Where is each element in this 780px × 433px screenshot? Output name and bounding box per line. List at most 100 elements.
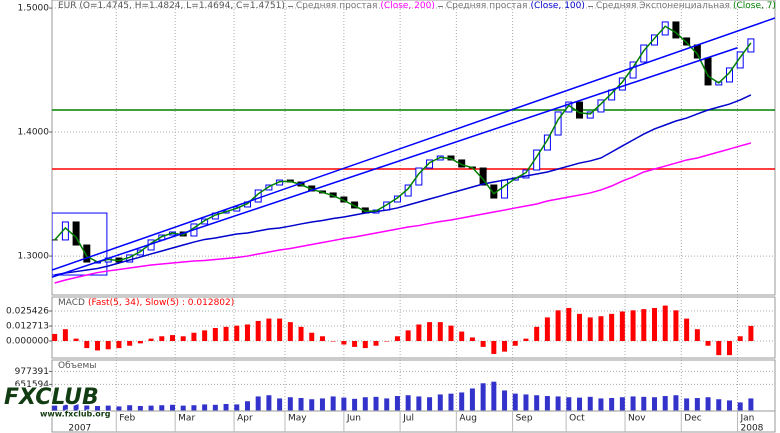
- bar: [673, 395, 679, 411]
- bar: [448, 393, 454, 411]
- y-tick-label: 651594: [15, 380, 50, 390]
- x-tick-label: Oct: [569, 414, 585, 424]
- bar: [223, 326, 229, 341]
- bar: [502, 390, 508, 411]
- bar: [52, 405, 58, 411]
- candle: [618, 77, 626, 91]
- bar: [137, 406, 143, 411]
- bar: [427, 322, 433, 341]
- plot-area: [52, 0, 775, 295]
- bar: [330, 340, 336, 342]
- candle: [576, 101, 584, 119]
- bar: [170, 335, 175, 341]
- bar: [502, 340, 508, 352]
- y-tick-label: 1.3000: [18, 252, 50, 262]
- bar: [577, 397, 583, 411]
- bar: [437, 394, 443, 411]
- y-tick-label: 0.012713: [6, 321, 49, 331]
- bar: [159, 405, 165, 411]
- bar: [523, 338, 529, 341]
- candle: [415, 167, 423, 186]
- bar: [737, 336, 743, 341]
- bar: [641, 309, 647, 341]
- bar: [641, 396, 647, 411]
- bar: [234, 404, 240, 411]
- bar: [598, 398, 604, 411]
- legend-name: Средняя простая: [445, 1, 528, 11]
- candle: [426, 159, 434, 169]
- bar: [566, 307, 572, 341]
- bar: [587, 317, 593, 341]
- bar: [577, 313, 583, 341]
- bar: [694, 398, 700, 411]
- bar: [105, 340, 111, 350]
- bar: [116, 340, 122, 349]
- bar: [373, 396, 379, 411]
- trend-line: [52, 47, 738, 278]
- bar: [630, 396, 636, 411]
- bar: [384, 340, 390, 342]
- bar: [277, 318, 283, 341]
- legend-separator: [587, 5, 593, 7]
- bar: [598, 316, 604, 341]
- year-label: 2008: [741, 424, 764, 433]
- bar: [309, 399, 315, 411]
- bar: [84, 340, 90, 349]
- bar: [62, 329, 68, 341]
- bar: [234, 325, 240, 341]
- bar: [459, 392, 465, 411]
- bar: [362, 340, 368, 349]
- bar: [480, 340, 486, 347]
- bar: [362, 397, 368, 411]
- bar: [341, 397, 347, 411]
- bar: [544, 317, 550, 341]
- bar: [277, 398, 283, 411]
- bar: [319, 398, 325, 411]
- y-tick-label: 1.5000: [18, 4, 50, 14]
- plot-area: [52, 297, 775, 358]
- bar: [405, 330, 411, 341]
- x-tick-label: Jul: [402, 414, 414, 424]
- bar: [244, 401, 250, 411]
- moving-average: [54, 94, 752, 276]
- bar: [105, 405, 111, 411]
- bar: [684, 318, 690, 341]
- x-tick-label: Dec: [684, 414, 701, 424]
- trend-line: [52, 17, 775, 271]
- bar: [127, 405, 133, 411]
- bar: [491, 381, 497, 411]
- bar: [716, 340, 722, 356]
- plot-area: [52, 360, 775, 411]
- bar: [255, 320, 261, 341]
- bar: [587, 396, 593, 411]
- legend-separator: [287, 5, 293, 7]
- bar: [180, 336, 186, 341]
- bar: [202, 330, 208, 341]
- bar: [405, 395, 411, 411]
- bar: [662, 305, 668, 341]
- bar: [694, 329, 700, 341]
- bar: [448, 325, 454, 341]
- legend: MACD (Fast(5, 34), Slow(5) : 0.012802): [58, 298, 234, 308]
- y-tick-label: 977391: [15, 367, 49, 377]
- logo: FXCLUB: [4, 385, 99, 410]
- bar: [148, 338, 154, 341]
- candle: [747, 38, 755, 53]
- x-tick-label: Feb: [119, 414, 135, 424]
- bar: [373, 340, 379, 346]
- x-tick-label: Mar: [178, 414, 195, 424]
- candle: [543, 134, 551, 151]
- bar: [652, 397, 657, 411]
- bar: [73, 338, 79, 341]
- y-tick-label: 0.000000: [6, 336, 49, 346]
- legend: EUR (O=1.4745, H=1.4824, L=1.4694, C=1.4…: [58, 1, 776, 11]
- legend-separator: [437, 5, 443, 7]
- candle: [651, 34, 658, 46]
- bar: [352, 398, 358, 411]
- year-label: 2007: [68, 424, 91, 433]
- bar: [394, 336, 400, 341]
- legend-label: (Close, 200): [380, 1, 435, 11]
- bar: [394, 396, 400, 411]
- bar: [116, 406, 122, 411]
- bar: [619, 397, 625, 411]
